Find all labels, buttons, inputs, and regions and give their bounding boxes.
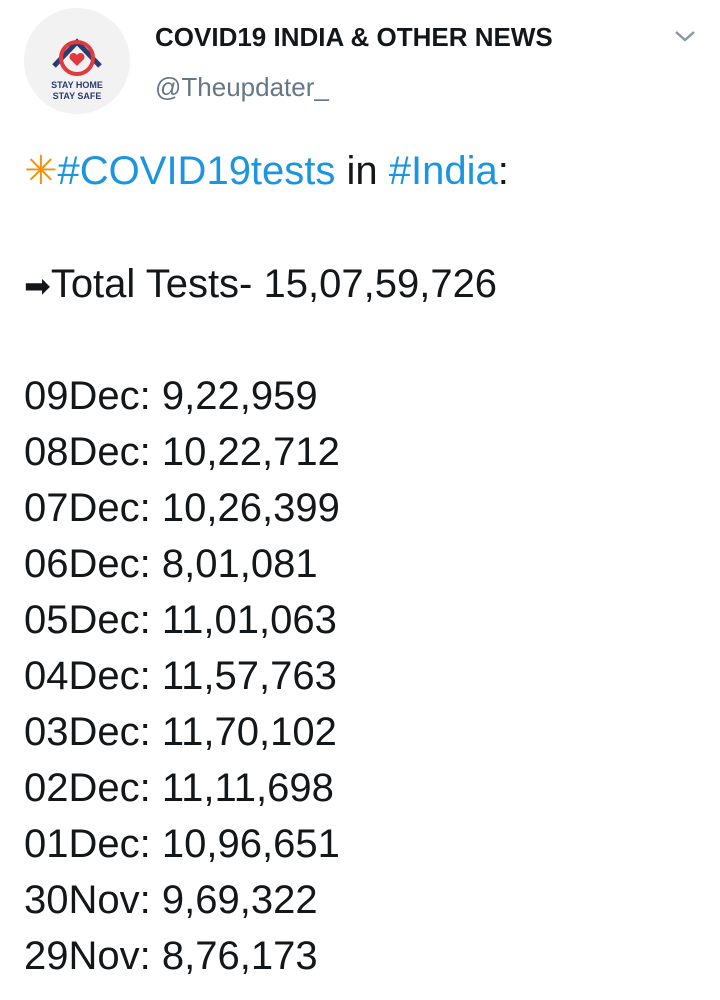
date: 07Dec: [24,486,151,530]
date: 03Dec: [24,710,151,754]
date: 06Dec: [24,542,151,586]
date: 05Dec: [24,598,151,642]
daily-row: 09Dec: 9,22,959 [24,374,318,419]
emoji: ➡ [24,267,51,305]
date: 08Dec: [24,430,151,474]
test-count: 11,11,698 [161,766,334,810]
text: : [497,149,509,193]
test-count: 10,26,399 [161,486,340,530]
menu-chevron[interactable] [672,26,698,46]
daily-row: 29Nov: 8,76,173 [24,934,318,979]
avatar-logo [52,38,102,76]
avatar-text: STAY SAFE [52,91,102,101]
avatar-text: STAY HOME [51,80,103,90]
hashtag[interactable]: #India [388,149,498,193]
test-count: 10,96,651 [161,822,340,866]
date: 01Dec: [24,822,151,866]
date: 04Dec: [24,654,151,698]
test-count: 11,57,763 [161,654,337,698]
daily-row: 30Nov: 9,69,322 [24,878,318,923]
text: in [346,149,378,193]
test-count: 9,69,322 [161,878,318,922]
daily-row: 04Dec: 11,57,763 [24,654,337,699]
test-count: 8,01,081 [161,542,318,586]
account-handle[interactable]: @Theupdater_ [155,72,329,102]
test-count: 8,76,173 [161,934,318,978]
test-count: 11,01,063 [161,598,337,642]
daily-row: 06Dec: 8,01,081 [24,542,318,587]
date: 29Nov: [24,934,151,978]
date: 30Nov: [24,878,151,922]
date: 09Dec: [24,374,151,418]
daily-row: 01Dec: 10,96,651 [24,822,340,867]
daily-row: 03Dec: 11,70,102 [24,710,337,755]
total-label: Total Tests- [50,262,253,306]
daily-row: 07Dec: 10,26,399 [24,486,340,531]
daily-row: 05Dec: 11,01,063 [24,598,337,643]
account-name[interactable]: COVID19 INDIA & OTHER NEWS [155,22,553,52]
total-value: 15,07,59,726 [263,262,498,306]
daily-row: 08Dec: 10,22,712 [24,430,340,475]
hashtag[interactable]: #COVID19tests [57,149,336,193]
avatar[interactable]: STAY HOME STAY SAFE [24,8,130,114]
test-count: 11,70,102 [161,710,337,754]
emoji: ✳ [24,148,58,194]
test-count: 10,22,712 [161,430,340,474]
hashtag-line: ✳#COVID19tests in #India: [24,148,509,194]
test-count: 9,22,959 [161,374,318,418]
daily-row: 02Dec: 11,11,698 [24,766,334,811]
date: 02Dec: [24,766,151,810]
total-line: ➡Total Tests- 15,07,59,726 [24,262,497,307]
